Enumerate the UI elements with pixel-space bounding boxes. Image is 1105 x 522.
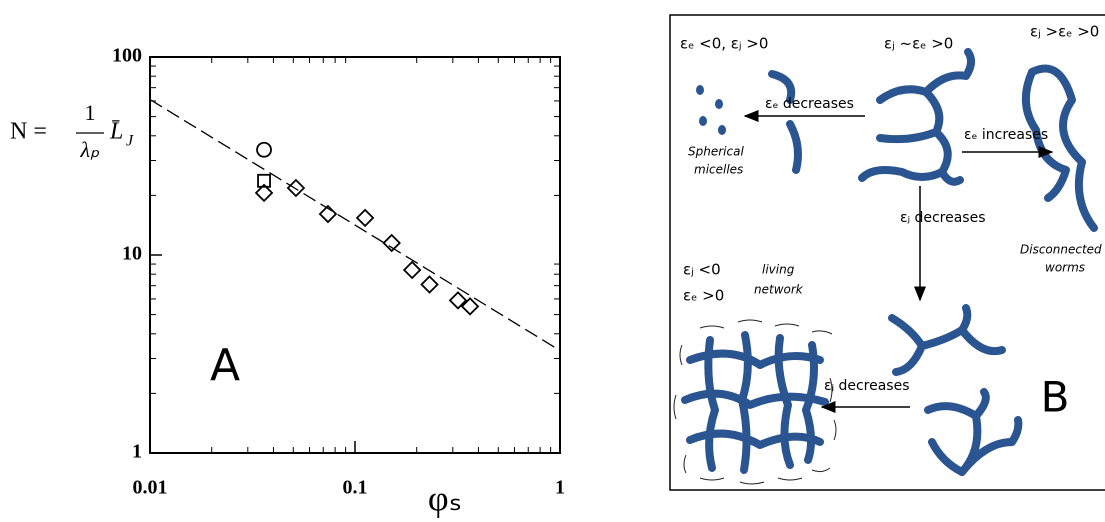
diagram-frame (669, 14, 1105, 491)
state-label: Spherical (688, 145, 744, 159)
data-point (382, 233, 401, 253)
plot-frame (149, 56, 561, 454)
transition-label: εₑ decreases (765, 96, 854, 112)
y-label-denominator: λₚ (80, 137, 101, 162)
living-network (681, 331, 829, 474)
transition-label: εₑ increases (964, 127, 1048, 143)
transition-label: εⱼ decreases (824, 378, 910, 394)
data-point (257, 173, 271, 188)
y-label-lhs: N = (10, 119, 47, 145)
y-label-rhs: L̄ (109, 119, 123, 145)
panel-label: B (1041, 373, 1070, 422)
condition: εₑ >0 (683, 287, 724, 305)
condition: εⱼ ~εₑ >0 (884, 35, 953, 53)
data-point (355, 208, 375, 228)
y-label-rhs-sub: J (126, 133, 134, 150)
data-point (318, 204, 338, 224)
y-label-numerator: 1 (85, 100, 96, 125)
state-label: network (754, 283, 804, 297)
junction-worms (858, 48, 975, 186)
short-worms (768, 70, 802, 174)
condition: εⱼ >εₑ >0 (1030, 23, 1099, 41)
panel-label: A (210, 340, 240, 391)
x-tick-label: 0.1 (343, 477, 368, 499)
x-tick-label: 1 (555, 477, 565, 499)
condition: εⱼ <0 (683, 261, 721, 279)
fit-line (149, 98, 556, 349)
state-label: micelles (694, 163, 743, 177)
data-point (420, 275, 439, 294)
x-tick-label: 0.01 (133, 477, 168, 499)
branched-worms (888, 304, 1023, 476)
data-point (460, 297, 480, 316)
data-point (402, 260, 422, 280)
micelle-spots (696, 85, 726, 135)
state-label: living (762, 263, 795, 277)
state-label: worms (1045, 261, 1085, 275)
state-label: Disconnected (1020, 243, 1102, 257)
x-label: φₛ (428, 478, 462, 518)
data-point (256, 141, 272, 158)
transition-label: εⱼ decreases (900, 210, 986, 226)
plot-area: 0.01 0.1 1 1 10 100 (112, 45, 565, 499)
condition: εₑ <0, εⱼ >0 (680, 35, 768, 53)
y-tick-label: 10 (122, 243, 142, 265)
y-tick-label: 100 (112, 45, 142, 67)
disconnected-worms (1022, 64, 1098, 232)
data-point (448, 291, 468, 310)
data-point (286, 178, 306, 198)
data-point (254, 183, 274, 203)
y-tick-label: 1 (132, 441, 142, 463)
network-squiggles (673, 319, 837, 485)
